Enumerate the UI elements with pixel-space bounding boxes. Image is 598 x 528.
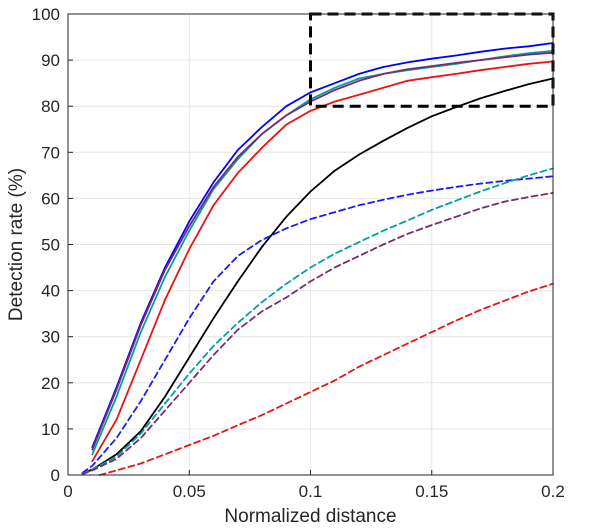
y-tick-label: 30 [41, 328, 60, 347]
x-tick-label: 0.05 [173, 482, 206, 501]
grid [67, 13, 554, 476]
y-tick-label: 40 [41, 282, 60, 301]
series-line-solid-4 [81, 77, 554, 475]
y-axis-label: Detection rate (%) [6, 168, 27, 321]
y-tick-label: 10 [41, 420, 60, 439]
y-tick-label: 20 [41, 374, 60, 393]
x-tick-label: 0.15 [415, 482, 448, 501]
y-tick-label: 60 [41, 189, 60, 208]
y-tick-label: 80 [41, 97, 60, 116]
x-tick-label: 0.2 [541, 482, 565, 501]
y-tick-label: 0 [51, 466, 60, 485]
ticks [67, 13, 554, 476]
y-tick-label: 50 [41, 236, 60, 255]
series-line-dashed-8 [98, 282, 554, 476]
series-line-solid-0 [91, 42, 554, 449]
series-group [81, 42, 554, 476]
x-tick-label: 0.1 [299, 482, 323, 501]
y-tick-label: 70 [41, 143, 60, 162]
series-line-dashed-7 [81, 191, 554, 476]
x-axis-label: Normalized distance [224, 506, 396, 527]
y-tick-label: 90 [41, 51, 60, 70]
tick-labels: 0 0.05 0.1 0.15 0.2 0 10 20 30 40 50 60 70 80 90 100 [32, 5, 565, 501]
x-tick-label: 0 [63, 482, 72, 501]
y-tick-label: 100 [32, 5, 60, 24]
series-line-dashed-5 [81, 175, 554, 474]
series-line-dashed-6 [81, 167, 554, 475]
series-line-solid-2 [91, 51, 554, 451]
